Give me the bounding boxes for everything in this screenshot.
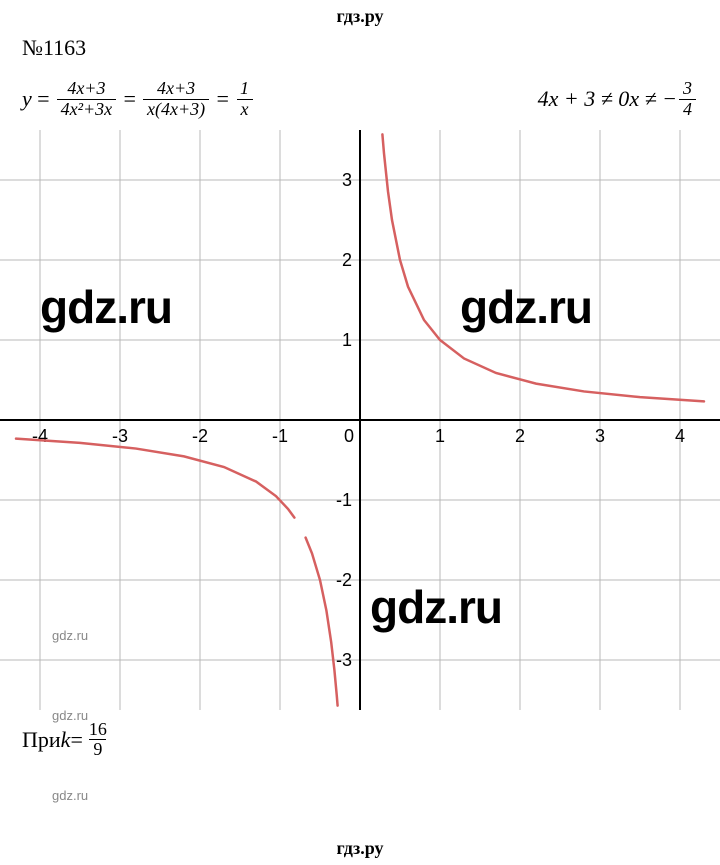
frac3-num: 1 <box>236 79 253 99</box>
frac1-den: 4x²+3x <box>57 99 117 120</box>
equation-main: y = 4x+3 4x²+3x = 4x+3 x(4x+3) = 1 x <box>22 79 255 120</box>
answer-line: При k = 16 9 <box>0 710 720 761</box>
eq-frac1: 4x+3 4x²+3x <box>57 79 117 120</box>
frac2-den: x(4x+3) <box>143 99 209 120</box>
svg-text:0: 0 <box>344 426 354 446</box>
eq-sign: = <box>36 86 51 112</box>
watermark-small: gdz.ru <box>52 708 88 723</box>
restrict-den: 4 <box>679 99 696 120</box>
watermark-big: gdz.ru <box>370 580 502 634</box>
svg-text:1: 1 <box>342 330 352 350</box>
problem-number: №1163 <box>0 27 720 61</box>
eq-frac3: 1 x <box>236 79 253 120</box>
svg-text:-4: -4 <box>32 426 48 446</box>
svg-text:3: 3 <box>595 426 605 446</box>
svg-text:2: 2 <box>515 426 525 446</box>
svg-text:-3: -3 <box>336 650 352 670</box>
site-footer: гдз.ру <box>0 838 720 859</box>
restrict-lhs: x ≠ − <box>629 86 677 112</box>
answer-var: k <box>61 727 71 753</box>
eq-sign2: = <box>122 86 137 112</box>
equation-condition: 4x + 3 ≠ 0 <box>538 86 630 112</box>
answer-prefix: При <box>22 727 61 753</box>
site-header: гдз.ру <box>0 0 720 27</box>
watermark-small: gdz.ru <box>52 628 88 643</box>
svg-text:3: 3 <box>342 170 352 190</box>
svg-text:-1: -1 <box>336 490 352 510</box>
watermark-small: gdz.ru <box>52 788 88 803</box>
restrict-frac: 3 4 <box>679 79 696 120</box>
watermark-big: gdz.ru <box>460 280 592 334</box>
watermark-big: gdz.ru <box>40 280 172 334</box>
frac1-num: 4x+3 <box>63 79 109 99</box>
svg-text:-2: -2 <box>192 426 208 446</box>
svg-text:-2: -2 <box>336 570 352 590</box>
equation-row: y = 4x+3 4x²+3x = 4x+3 x(4x+3) = 1 x 4x … <box>0 61 720 120</box>
answer-num: 16 <box>85 720 111 740</box>
svg-text:4: 4 <box>675 426 685 446</box>
answer-eq: = <box>70 727 82 753</box>
answer-den: 9 <box>89 739 106 760</box>
frac3-den: x <box>237 99 253 120</box>
restrict-num: 3 <box>679 79 696 99</box>
svg-text:1: 1 <box>435 426 445 446</box>
eq-frac2: 4x+3 x(4x+3) <box>143 79 209 120</box>
svg-text:-3: -3 <box>112 426 128 446</box>
svg-text:2: 2 <box>342 250 352 270</box>
answer-frac: 16 9 <box>85 720 111 761</box>
equation-restriction: x ≠ − 3 4 <box>629 79 698 120</box>
svg-text:-1: -1 <box>272 426 288 446</box>
chart-container: -4 -3 -2 -1 0 1 2 3 4 -3 -2 -1 1 2 3 gdz.ru gdz.ru gdz.r… <box>0 130 720 710</box>
eq-sign3: = <box>215 86 230 112</box>
eq-lhs: y <box>22 86 32 112</box>
hyperbola-chart: -4 -3 -2 -1 0 1 2 3 4 -3 -2 -1 1 2 3 <box>0 130 720 710</box>
frac2-num: 4x+3 <box>153 79 199 99</box>
